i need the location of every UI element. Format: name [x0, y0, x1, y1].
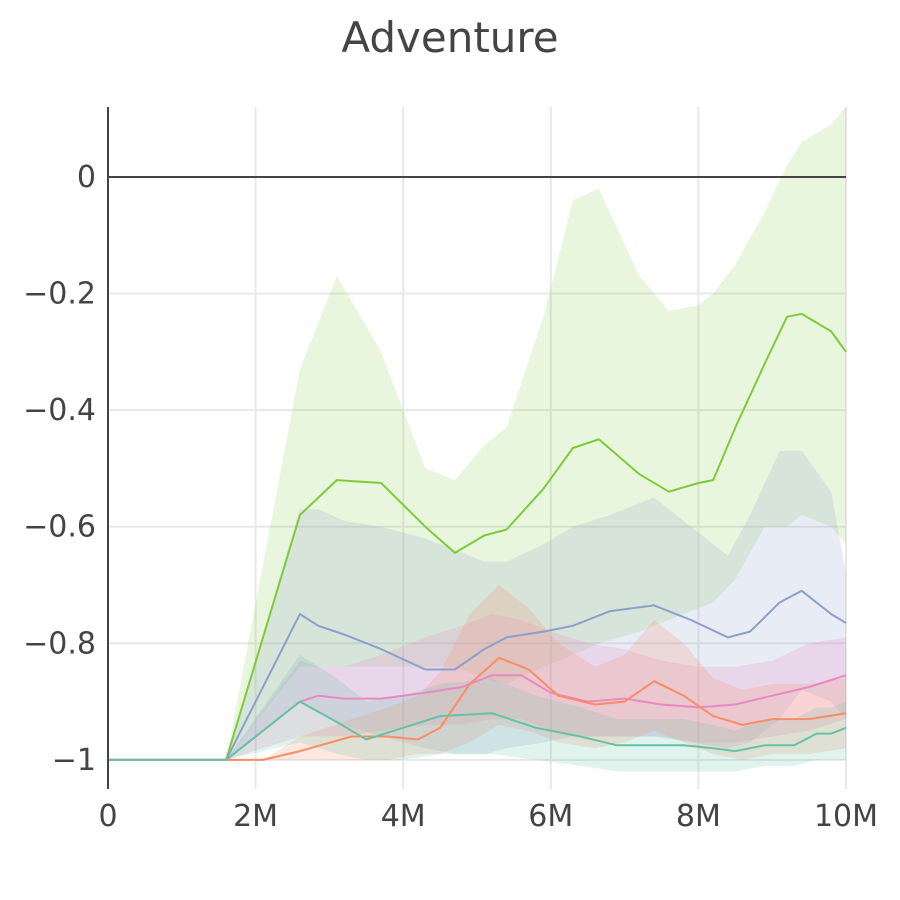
- series-3-band: [108, 585, 846, 760]
- x-tick-label-1: 2M: [233, 799, 278, 834]
- x-tick-label-4: 8M: [676, 799, 721, 834]
- series-2-line: [108, 674, 847, 761]
- series-0-line: [108, 312, 847, 761]
- series-4-line: [108, 700, 847, 761]
- gridlines: [108, 107, 847, 789]
- axes: 0 2M 4M 6M 8M 10M 0 −0.2 −0.4 −0.6 −0.8 −1: [23, 107, 878, 834]
- chart-title: Adventure: [341, 13, 558, 62]
- y-tick-label-2: −0.4: [23, 393, 96, 428]
- x-tick-label-3: 6M: [528, 799, 573, 834]
- y-tick-label-5: −1: [52, 743, 96, 778]
- y-tick-label-3: −0.6: [23, 510, 96, 545]
- x-tick-label-0: 0: [98, 799, 117, 834]
- series-2-band: [108, 614, 846, 760]
- series-3-line: [108, 656, 847, 761]
- confidence-bands: [108, 107, 846, 772]
- series-0-band: [108, 107, 846, 760]
- x-tick-label-2: 4M: [381, 799, 426, 834]
- series-1-band: [108, 450, 846, 760]
- y-tick-label-1: −0.2: [23, 277, 96, 312]
- x-tick-label-5: 10M: [814, 799, 878, 834]
- y-tick-label-0: 0: [77, 160, 96, 195]
- y-tick-label-4: −0.8: [23, 626, 96, 661]
- series-lines: [108, 312, 847, 761]
- series-1-line: [108, 589, 847, 761]
